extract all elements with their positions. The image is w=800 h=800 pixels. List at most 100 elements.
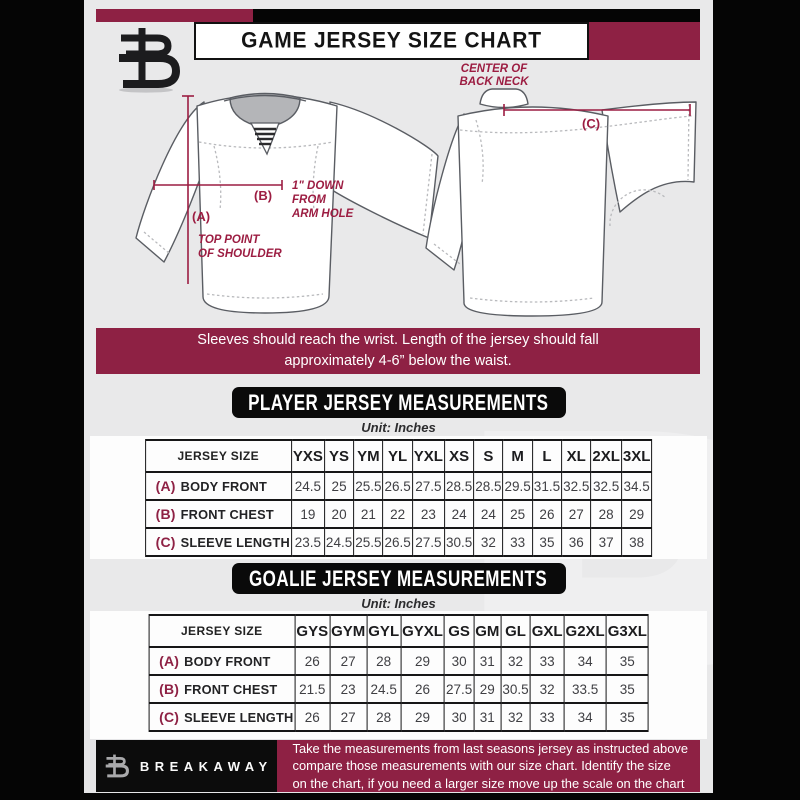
measurement-value: 25 bbox=[323, 471, 355, 501]
size-column-header: M bbox=[502, 439, 533, 473]
measurement-value: 20 bbox=[323, 499, 355, 529]
measurement-value: 25.5 bbox=[353, 471, 384, 501]
footer-brand-name: BREAKAWAY bbox=[139, 758, 273, 774]
measurement-value: 31 bbox=[473, 646, 502, 676]
measurement-value: 29.5 bbox=[502, 471, 533, 501]
size-header-row: JERSEY SIZE GYS GYM GYL GYXL GS GM GL GXL G2XL G3X… bbox=[148, 614, 649, 648]
header-accent-maroon bbox=[96, 9, 253, 22]
size-column-header: GXL bbox=[529, 614, 565, 648]
size-column-header: GL bbox=[500, 614, 531, 648]
measurement-value: 33 bbox=[529, 646, 565, 676]
measurement-value: 36 bbox=[561, 527, 592, 557]
footer-brand-box: BREAKAWAY bbox=[96, 740, 277, 792]
size-column-header: YL bbox=[382, 439, 413, 473]
measurement-row-label: (C) SLEEVE LENGTH bbox=[144, 527, 292, 557]
measurement-value: 29 bbox=[473, 674, 502, 704]
size-column-header: GYS bbox=[294, 614, 331, 648]
goalie-section-title: GOALIE JERSEY MEASUREMENTS bbox=[249, 565, 548, 591]
measurement-row: (A) BODY FRONT 26 27 28 29 30 31 32 33 34 35 bbox=[148, 646, 649, 676]
measurement-value: 31.5 bbox=[531, 471, 563, 501]
measurement-value: 26 bbox=[294, 702, 331, 732]
measurement-value: 32 bbox=[529, 674, 565, 704]
page-title-banner: GAME JERSEY SIZE CHART bbox=[194, 22, 589, 60]
size-column-header: GYXL bbox=[400, 614, 445, 648]
note-a-line2: OF SHOULDER bbox=[198, 248, 282, 260]
size-column-header: 2XL bbox=[590, 439, 622, 473]
measurement-row-label: (B) FRONT CHEST bbox=[144, 499, 292, 529]
measurement-value: 34 bbox=[563, 702, 607, 732]
footer-instructions: Take the measurements from last seasons … bbox=[276, 740, 700, 792]
size-column-header: YS bbox=[323, 439, 355, 473]
measurement-value: 26.5 bbox=[382, 527, 413, 557]
size-column-header: G3XL bbox=[605, 614, 649, 648]
measurement-value: 26 bbox=[400, 674, 445, 704]
measurement-value: 24.5 bbox=[366, 674, 402, 704]
measurement-value: 29 bbox=[400, 646, 445, 676]
sleeve-note-line2: approximately 4-6” below the waist. bbox=[284, 353, 512, 369]
measurement-value: 23.5 bbox=[290, 527, 325, 557]
measurement-value: 25.5 bbox=[353, 527, 384, 557]
goalie-measurements-table: JERSEY SIZE GYS GYM GYL GYXL GS GM GL GXL G2XL G3X… bbox=[148, 614, 649, 732]
measurement-value: 32 bbox=[473, 527, 504, 557]
front-jersey-diagram: (B) (A) TOP POINT OF SHOULDER 1" DOWN FR… bbox=[135, 92, 439, 314]
size-column-header: YXS bbox=[290, 439, 325, 473]
goalie-unit-label: Unit: Inches bbox=[361, 596, 436, 611]
measurement-row: (A) BODY FRONT 24.5 25 25.5 26.5 27.5 28.5 28.5 2… bbox=[144, 471, 653, 501]
measurement-value: 27 bbox=[329, 702, 368, 732]
measurement-value: 38 bbox=[620, 527, 653, 557]
measurement-row: (C) SLEEVE LENGTH 23.5 24.5 25.5 26.5 27.5 30.5… bbox=[144, 527, 653, 557]
measurement-value: 28 bbox=[366, 702, 402, 732]
measurement-value: 35 bbox=[605, 702, 649, 732]
label-b: (B) bbox=[254, 188, 272, 203]
measurement-row-label: (A) BODY FRONT bbox=[144, 471, 292, 501]
size-column-header: L bbox=[531, 439, 563, 473]
measurement-row: (B) FRONT CHEST 19 20 21 22 23 24 24 25 26 27 28 29 bbox=[144, 499, 653, 529]
measurement-value: 27 bbox=[329, 646, 368, 676]
measurement-value: 30.5 bbox=[500, 674, 531, 704]
measurement-value: 34 bbox=[563, 646, 607, 676]
measurement-value: 23 bbox=[329, 674, 368, 704]
size-column-header: S bbox=[473, 439, 504, 473]
size-column-header: XS bbox=[443, 439, 475, 473]
measurement-value: 27.5 bbox=[411, 471, 445, 501]
size-column-header: GYM bbox=[329, 614, 368, 648]
player-section-banner: PLAYER JERSEY MEASUREMENTS bbox=[231, 387, 566, 418]
measurement-value: 32.5 bbox=[561, 471, 592, 501]
goalie-section-banner: GOALIE JERSEY MEASUREMENTS bbox=[231, 563, 566, 594]
note-c-line2: BACK NECK bbox=[460, 76, 530, 88]
measurement-value: 27.5 bbox=[411, 527, 445, 557]
measurement-value: 26.5 bbox=[382, 471, 413, 501]
size-column-header: YXL bbox=[411, 439, 445, 473]
measurement-value: 33 bbox=[529, 702, 565, 732]
measurement-value: 24 bbox=[473, 499, 504, 529]
measurement-value: 21.5 bbox=[294, 674, 331, 704]
measurement-value: 32.5 bbox=[590, 471, 622, 501]
measurement-value: 28 bbox=[590, 499, 622, 529]
measurement-value: 26 bbox=[531, 499, 563, 529]
measurement-value: 27 bbox=[561, 499, 592, 529]
size-column-header: XL bbox=[561, 439, 592, 473]
measurement-value: 33.5 bbox=[563, 674, 607, 704]
sleeve-note-banner: Sleeves should reach the wrist. Length o… bbox=[96, 328, 700, 374]
measurement-value: 24.5 bbox=[323, 527, 355, 557]
footer-instruction-line3: on the chart, if you need a larger size … bbox=[292, 775, 685, 791]
size-column-header: GYL bbox=[366, 614, 402, 648]
jersey-size-header: JERSEY SIZE bbox=[148, 614, 296, 648]
measurement-value: 35 bbox=[605, 674, 649, 704]
measurement-value: 29 bbox=[620, 499, 653, 529]
note-b-line2: FROM bbox=[292, 194, 326, 206]
measurement-value: 23 bbox=[411, 499, 445, 529]
measurement-value: 33 bbox=[502, 527, 533, 557]
measurement-value: 24 bbox=[443, 499, 475, 529]
measurement-value: 26 bbox=[294, 646, 331, 676]
size-column-header: G2XL bbox=[563, 614, 607, 648]
measurement-value: 28 bbox=[366, 646, 402, 676]
size-column-header: GM bbox=[473, 614, 502, 648]
size-chart-page: B GAME JERSEY SIZE CHART bbox=[84, 0, 713, 793]
measurement-value: 32 bbox=[500, 702, 531, 732]
jersey-size-header: JERSEY SIZE bbox=[144, 439, 292, 473]
footer: BREAKAWAY Take the measurements from las… bbox=[96, 740, 700, 792]
label-c: (C) bbox=[582, 116, 600, 131]
measurement-value: 30 bbox=[443, 646, 475, 676]
sleeve-note-line1: Sleeves should reach the wrist. Length o… bbox=[197, 331, 599, 348]
